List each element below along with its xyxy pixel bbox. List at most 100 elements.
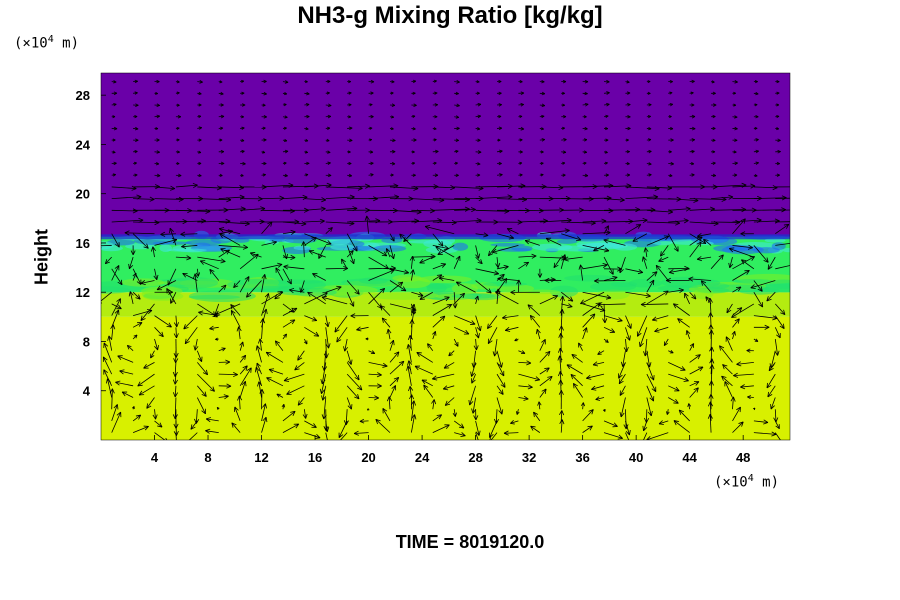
wind-arrow: [408, 386, 414, 398]
wind-arrow: [625, 91, 631, 95]
wind-arrow: [474, 295, 479, 305]
wind-arrow: [673, 420, 690, 433]
wind-arrow: [240, 126, 245, 130]
wind-arrow: [432, 103, 438, 107]
wind-arrow: [346, 245, 355, 265]
wind-arrow: [668, 373, 689, 382]
wind-arrow: [687, 403, 692, 410]
wind-arrow: [475, 173, 481, 177]
wind-arrow: [563, 256, 583, 262]
wind-arrow: [117, 355, 134, 363]
wind-arrow: [774, 315, 785, 329]
wind-arrow: [218, 161, 225, 166]
wind-arrow: [711, 138, 716, 142]
wind-arrow: [218, 91, 224, 96]
wind-arrow: [146, 397, 155, 409]
wind-arrow: [407, 360, 413, 375]
wind-arrow: [732, 115, 738, 119]
wind-arrow: [218, 394, 229, 400]
wind-arrow: [454, 126, 460, 131]
wind-arrow: [618, 373, 626, 385]
wind-arrow: [454, 207, 476, 213]
wind-arrow: [495, 291, 519, 305]
wind-arrow: [346, 233, 358, 252]
wind-arrow: [603, 275, 618, 281]
wind-arrow: [775, 91, 780, 95]
field-interface: [557, 245, 597, 252]
wind-arrow: [132, 414, 142, 422]
field-interface: [293, 245, 311, 251]
wind-arrow: [403, 233, 412, 242]
wind-arrow: [625, 315, 632, 329]
wind-arrow: [619, 385, 626, 396]
wind-arrow: [111, 309, 120, 328]
wind-arrow: [182, 272, 198, 281]
wind-arrow: [503, 430, 519, 436]
y-tick-label: 8: [83, 334, 90, 349]
wind-arrow: [432, 79, 437, 83]
wind-arrow: [544, 277, 562, 284]
chart-title: NH3-g Mixing Ratio [kg/kg]: [297, 2, 603, 29]
wind-arrow: [173, 315, 179, 328]
wind-arrow: [452, 292, 458, 309]
wind-arrow: [537, 401, 542, 410]
wind-arrow: [233, 406, 241, 422]
wind-arrow: [302, 409, 308, 419]
wind-arrow: [453, 420, 465, 429]
wind-arrow: [535, 328, 541, 340]
wind-arrow: [454, 326, 470, 335]
x-tick-label: 8: [204, 450, 211, 465]
wind-arrow: [389, 127, 394, 131]
wind-arrow: [321, 397, 327, 420]
wind-arrow: [732, 286, 742, 293]
wind-arrow: [753, 324, 770, 330]
wind-arrow: [689, 79, 695, 84]
wind-arrow: [530, 425, 541, 433]
wind-arrow: [582, 102, 589, 107]
wind-arrow: [322, 350, 328, 371]
field-interface: [185, 239, 222, 246]
field-blend: [549, 285, 579, 298]
wind-arrow: [732, 161, 738, 166]
wind-arrow: [668, 115, 672, 119]
wind-arrow: [282, 103, 287, 107]
wind-arrow: [689, 114, 696, 119]
wind-arrow: [132, 406, 135, 410]
wind-arrow: [183, 315, 198, 330]
wind-arrow: [419, 291, 433, 300]
wind-arrow: [668, 150, 672, 154]
wind-arrow: [454, 91, 459, 96]
wind-arrow: [603, 326, 616, 333]
wind-arrow: [197, 385, 207, 397]
wind-arrow: [432, 233, 444, 247]
wind-arrow: [539, 367, 550, 375]
wind-arrow: [689, 381, 700, 387]
wind-arrow: [304, 127, 309, 131]
wind-arrow: [668, 362, 686, 371]
wind-arrow: [539, 80, 545, 84]
wind-arrow: [389, 173, 394, 177]
wind-arrow: [492, 338, 498, 357]
y-axis-unit: (×104 m): [14, 34, 79, 52]
wind-arrow: [304, 91, 310, 96]
wind-arrow: [289, 288, 305, 294]
wind-arrow: [282, 423, 300, 433]
wind-arrow: [705, 296, 712, 305]
wind-arrow: [561, 91, 565, 95]
wind-arrow: [286, 385, 305, 395]
wind-arrow: [325, 126, 331, 130]
wind-arrow: [442, 385, 455, 391]
wind-arrow: [582, 409, 594, 422]
wind-arrow: [194, 409, 200, 424]
wind-arrow: [746, 348, 754, 353]
wind-arrow: [218, 138, 223, 142]
wind-arrow: [389, 360, 405, 375]
wind-arrow: [539, 114, 545, 119]
wind-arrow: [111, 185, 137, 191]
wind-arrow: [111, 161, 117, 166]
wind-arrow: [496, 79, 502, 84]
field-blend: [564, 274, 615, 282]
wind-arrow: [132, 322, 143, 328]
wind-arrow: [646, 373, 657, 393]
wind-arrow: [604, 138, 609, 142]
